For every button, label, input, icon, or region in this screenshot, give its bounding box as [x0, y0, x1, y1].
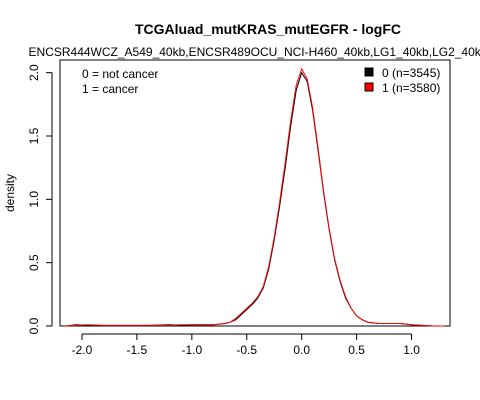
series-line-1 — [65, 67, 445, 327]
annotation-text: 0 = not cancer — [82, 67, 158, 81]
y-tick-label: 2.0 — [27, 64, 41, 81]
series-line-0 — [65, 71, 445, 327]
x-tick-label: 0.5 — [348, 343, 365, 357]
chart-title: TCGAluad_mutKRAS_mutEGFR - logFC — [135, 21, 401, 37]
y-tick-label: 0.0 — [27, 317, 41, 334]
x-tick-label: 0.0 — [293, 343, 310, 357]
series-layer — [65, 67, 445, 327]
x-tick-label: 1.0 — [403, 343, 420, 357]
x-tick-label: -0.5 — [236, 343, 257, 357]
legend-label: 1 (n=3580) — [382, 81, 440, 95]
chart-subtitle: ENCSR444WCZ_A549_40kb,ENCSR489OCU_NCI-H4… — [29, 45, 480, 59]
annotation-text: 1 = cancer — [82, 82, 138, 96]
legend-swatch — [364, 67, 374, 77]
y-axis-label: density — [3, 174, 17, 212]
legend-swatch — [364, 82, 374, 92]
y-tick-label: 1.5 — [27, 127, 41, 144]
plot-area-border — [59, 59, 451, 327]
y-axis: 0.0 0.5 1.0 1.5 2.0 — [27, 64, 53, 334]
x-tick-label: -1.0 — [181, 343, 202, 357]
x-tick-label: -2.0 — [72, 343, 93, 357]
y-tick-label: 1.0 — [27, 191, 41, 208]
x-axis: -2.0 -1.5 -1.0 -0.5 0.0 0.5 1.0 — [72, 333, 420, 357]
x-tick-label: -1.5 — [127, 343, 148, 357]
legend-label: 0 (n=3545) — [382, 66, 440, 80]
legend: 0 (n=3545)1 (n=3580) — [364, 66, 440, 95]
y-tick-label: 0.5 — [27, 254, 41, 271]
